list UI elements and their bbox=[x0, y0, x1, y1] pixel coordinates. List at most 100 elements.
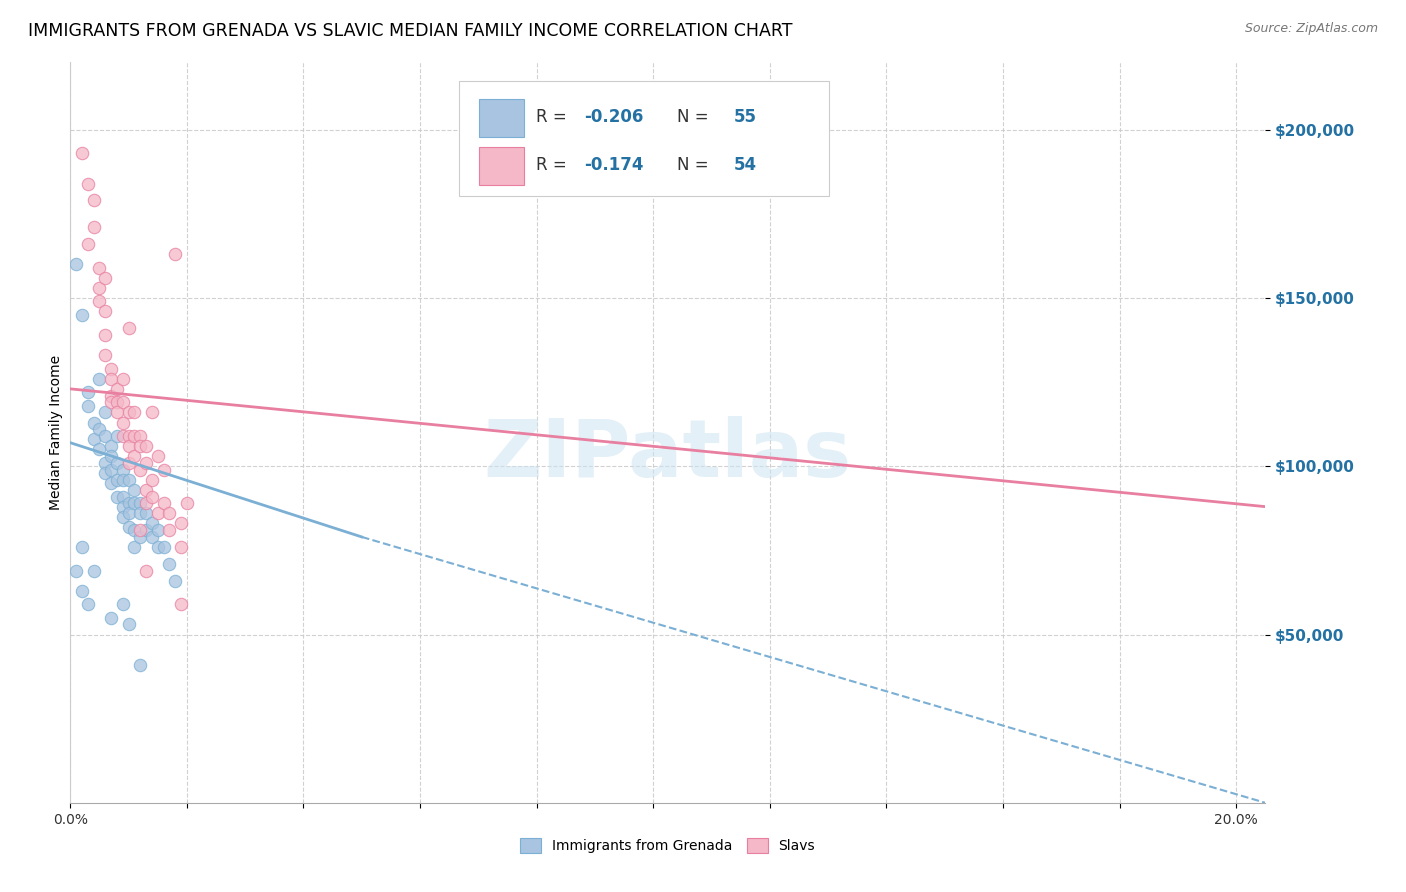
Point bbox=[111, 500, 134, 514]
Point bbox=[100, 372, 122, 386]
Point bbox=[76, 399, 98, 413]
Point bbox=[83, 220, 105, 235]
Point bbox=[76, 237, 98, 252]
Point bbox=[111, 395, 134, 409]
Point bbox=[111, 462, 134, 476]
Point bbox=[89, 281, 111, 295]
Point bbox=[83, 194, 105, 208]
Point bbox=[105, 490, 128, 504]
Y-axis label: Median Family Income: Median Family Income bbox=[49, 355, 63, 510]
Point bbox=[111, 416, 134, 430]
Point bbox=[117, 617, 139, 632]
Text: IMMIGRANTS FROM GRENADA VS SLAVIC MEDIAN FAMILY INCOME CORRELATION CHART: IMMIGRANTS FROM GRENADA VS SLAVIC MEDIAN… bbox=[28, 22, 793, 40]
Text: 54: 54 bbox=[734, 155, 756, 174]
Point bbox=[117, 473, 139, 487]
Text: ZIPatlas: ZIPatlas bbox=[484, 416, 852, 494]
Point bbox=[100, 439, 122, 453]
Point bbox=[129, 496, 152, 510]
Point bbox=[129, 523, 152, 537]
Point bbox=[135, 496, 157, 510]
Point bbox=[94, 348, 117, 362]
Point bbox=[117, 520, 139, 534]
Point bbox=[105, 456, 128, 470]
FancyBboxPatch shape bbox=[458, 81, 830, 195]
Point bbox=[165, 247, 187, 261]
Text: N =: N = bbox=[678, 108, 714, 127]
Point bbox=[129, 429, 152, 443]
Point bbox=[89, 422, 111, 436]
Point bbox=[152, 540, 174, 554]
Point bbox=[141, 473, 163, 487]
Point bbox=[117, 429, 139, 443]
Point bbox=[100, 449, 122, 463]
Point bbox=[124, 429, 146, 443]
Point bbox=[89, 294, 111, 309]
Point bbox=[146, 507, 169, 521]
Point bbox=[94, 304, 117, 318]
Legend: Immigrants from Grenada, Slavs: Immigrants from Grenada, Slavs bbox=[515, 833, 821, 859]
Point bbox=[124, 449, 146, 463]
Point bbox=[117, 439, 139, 453]
Point bbox=[83, 564, 105, 578]
Point bbox=[141, 516, 163, 531]
Point bbox=[100, 476, 122, 491]
Point bbox=[76, 597, 98, 611]
Point bbox=[105, 473, 128, 487]
Point bbox=[94, 429, 117, 443]
Point bbox=[170, 597, 193, 611]
Point bbox=[135, 483, 157, 497]
Point bbox=[157, 507, 180, 521]
Point bbox=[129, 462, 152, 476]
Point bbox=[65, 257, 87, 271]
Point bbox=[135, 507, 157, 521]
Point bbox=[117, 507, 139, 521]
Point bbox=[76, 177, 98, 191]
FancyBboxPatch shape bbox=[479, 147, 524, 185]
Point bbox=[129, 530, 152, 544]
Point bbox=[94, 328, 117, 343]
Point bbox=[135, 439, 157, 453]
Point bbox=[100, 462, 122, 476]
Point bbox=[100, 388, 122, 402]
Text: 55: 55 bbox=[734, 108, 756, 127]
Point bbox=[124, 540, 146, 554]
Text: R =: R = bbox=[537, 155, 578, 174]
Point bbox=[70, 540, 93, 554]
Point bbox=[152, 462, 174, 476]
Text: -0.174: -0.174 bbox=[585, 155, 644, 174]
Point bbox=[152, 496, 174, 510]
Point bbox=[117, 456, 139, 470]
Point bbox=[89, 260, 111, 275]
Point bbox=[111, 372, 134, 386]
Point bbox=[111, 473, 134, 487]
Point bbox=[170, 540, 193, 554]
Point bbox=[157, 523, 180, 537]
Point bbox=[70, 583, 93, 598]
Point bbox=[141, 405, 163, 419]
Text: N =: N = bbox=[678, 155, 714, 174]
Point bbox=[124, 523, 146, 537]
Point bbox=[135, 456, 157, 470]
Point bbox=[146, 449, 169, 463]
Point bbox=[141, 490, 163, 504]
Point bbox=[83, 433, 105, 447]
Point bbox=[100, 361, 122, 376]
Point bbox=[141, 530, 163, 544]
Point bbox=[105, 405, 128, 419]
Point bbox=[111, 429, 134, 443]
Point bbox=[117, 496, 139, 510]
Point bbox=[76, 385, 98, 400]
Point bbox=[157, 557, 180, 571]
Point bbox=[94, 466, 117, 480]
Point bbox=[117, 405, 139, 419]
Point bbox=[100, 610, 122, 624]
Point bbox=[105, 395, 128, 409]
Point bbox=[111, 597, 134, 611]
Point bbox=[94, 270, 117, 285]
Point bbox=[83, 416, 105, 430]
Point bbox=[176, 496, 198, 510]
Point bbox=[117, 321, 139, 335]
Point bbox=[89, 442, 111, 457]
Point bbox=[94, 405, 117, 419]
Point bbox=[135, 564, 157, 578]
